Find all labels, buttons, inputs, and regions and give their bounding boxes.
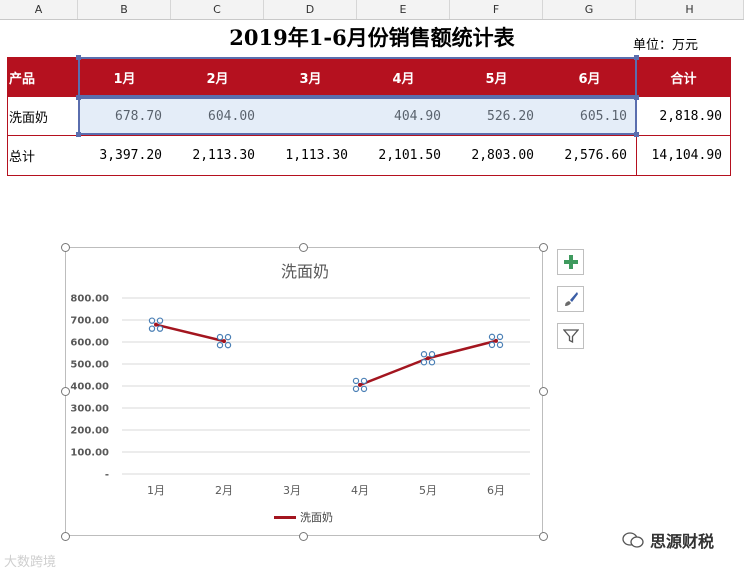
chart-resize-handle[interactable]: [539, 387, 548, 396]
column-header-h[interactable]: H: [636, 0, 744, 19]
column-header-a[interactable]: A: [0, 0, 78, 19]
data-point[interactable]: [148, 317, 164, 332]
x-tick-label: 4月: [351, 484, 369, 497]
data-cell[interactable]: 2,101.50: [378, 147, 441, 163]
x-tick-label: 5月: [419, 484, 437, 497]
sales-table: 产品 1月 2月 3月 4月 5月 6月 合计 洗面奶 678.70 604.0…: [7, 57, 731, 176]
chart-resize-handle[interactable]: [61, 243, 70, 252]
chart-resize-handle[interactable]: [61, 387, 70, 396]
range-handle[interactable]: [634, 95, 639, 100]
y-tick-label: -: [105, 470, 109, 481]
series-line-segment[interactable]: [155, 323, 225, 343]
table-row: 洗面奶 678.70 604.00 404.90 526.20 605.10 2…: [7, 97, 731, 135]
chart-title[interactable]: 洗面奶: [280, 262, 329, 281]
header-cell-product[interactable]: 产品: [9, 71, 36, 87]
column-header-f[interactable]: F: [450, 0, 543, 19]
y-tick-label: 500.00: [70, 360, 109, 371]
chart-legend[interactable]: 洗面奶: [274, 509, 333, 525]
chart-resize-handle[interactable]: [299, 243, 308, 252]
y-tick-label: 700.00: [70, 316, 109, 327]
chart-elements-button[interactable]: [557, 249, 584, 275]
table-header-row: 产品 1月 2月 3月 4月 5月 6月 合计: [7, 57, 731, 97]
table-border: [730, 97, 731, 175]
filter-icon: [562, 329, 579, 344]
row-label-total[interactable]: 总计: [9, 149, 36, 165]
row-label-product[interactable]: 洗面奶: [9, 110, 49, 126]
data-cell[interactable]: 678.70: [115, 108, 162, 124]
line-chart[interactable]: 洗面奶 - 100.00 200.00 300.00 400.00 500.00 600.0…: [65, 247, 543, 536]
chart-resize-handle[interactable]: [61, 532, 70, 541]
chart-resize-handle[interactable]: [299, 532, 308, 541]
range-handle[interactable]: [76, 55, 81, 60]
header-cell-total[interactable]: 合计: [670, 71, 697, 87]
range-handle[interactable]: [76, 95, 81, 100]
data-point[interactable]: [488, 333, 504, 349]
y-tick-label: 600.00: [70, 338, 109, 349]
data-cell[interactable]: 1,113.30: [285, 147, 348, 163]
y-tick-label: 800.00: [70, 294, 109, 305]
chart-filters-button[interactable]: [557, 323, 584, 349]
table-row: 总计 3,397.20 2,113.30 1,113.30 2,101.50 2…: [7, 135, 731, 176]
data-point[interactable]: [420, 351, 436, 366]
brush-icon: [564, 292, 578, 306]
x-tick-label: 2月: [215, 484, 233, 497]
plus-icon: [563, 255, 578, 269]
category-range-highlight: [78, 57, 637, 97]
chart-resize-handle[interactable]: [539, 243, 548, 252]
legend-swatch: [274, 515, 296, 519]
column-header-g[interactable]: G: [543, 0, 636, 19]
unit-label[interactable]: 单位：万元: [633, 38, 699, 53]
data-cell[interactable]: 526.20: [487, 108, 534, 124]
data-cell[interactable]: 2,576.60: [564, 147, 627, 163]
data-cell[interactable]: 2,803.00: [471, 147, 534, 163]
range-handle[interactable]: [634, 55, 639, 60]
x-tick-label: 6月: [487, 484, 505, 497]
data-cell[interactable]: 605.10: [580, 108, 627, 124]
header-cell-jan[interactable]: 1月: [113, 71, 136, 87]
table-border: [7, 97, 8, 175]
wechat-icon: [622, 532, 644, 548]
chart-styles-button[interactable]: [557, 286, 584, 312]
header-cell-mar[interactable]: 3月: [299, 71, 322, 87]
header-cell-jun[interactable]: 6月: [578, 71, 601, 87]
row-total-cell[interactable]: 2,818.90: [659, 108, 722, 124]
range-handle[interactable]: [634, 132, 639, 137]
range-handle[interactable]: [76, 132, 81, 137]
column-header-e[interactable]: E: [357, 0, 450, 19]
watermark-left: 大数跨境: [4, 555, 57, 570]
header-cell-feb[interactable]: 2月: [206, 71, 229, 87]
column-header-strip: A B C D E F G H: [0, 0, 744, 20]
legend-label: 洗面奶: [300, 511, 333, 524]
data-cell[interactable]: 3,397.20: [99, 147, 162, 163]
x-tick-label: 1月: [147, 484, 165, 497]
chart-plot: - 100.00 200.00 300.00 400.00 500.00 600.00 700…: [70, 294, 530, 497]
data-cell[interactable]: 604.00: [208, 108, 255, 124]
chart-resize-handle[interactable]: [539, 532, 548, 541]
data-cell[interactable]: 2,113.30: [192, 147, 255, 163]
data-point[interactable]: [352, 377, 368, 393]
watermark-right: 思源财税: [622, 528, 714, 552]
y-tick-label: 400.00: [70, 382, 109, 393]
y-tick-label: 100.00: [70, 448, 109, 459]
x-tick-label: 3月: [283, 484, 301, 497]
y-tick-label: 300.00: [70, 404, 109, 415]
data-point[interactable]: [216, 333, 232, 349]
data-range-highlight: [78, 97, 637, 135]
column-header-c[interactable]: C: [171, 0, 264, 19]
series-line-segment[interactable]: [427, 339, 497, 360]
column-header-b[interactable]: B: [78, 0, 171, 19]
y-tick-label: 200.00: [70, 426, 109, 437]
header-cell-apr[interactable]: 4月: [392, 71, 415, 87]
data-cell[interactable]: 404.90: [394, 108, 441, 124]
sheet-title[interactable]: 2019年1-6月份销售额统计表: [229, 25, 515, 50]
series-line-segment[interactable]: [359, 357, 429, 387]
column-header-d[interactable]: D: [264, 0, 357, 19]
grand-total-cell[interactable]: 14,104.90: [651, 147, 722, 163]
table-divider: [7, 135, 731, 136]
header-cell-may[interactable]: 5月: [485, 71, 508, 87]
